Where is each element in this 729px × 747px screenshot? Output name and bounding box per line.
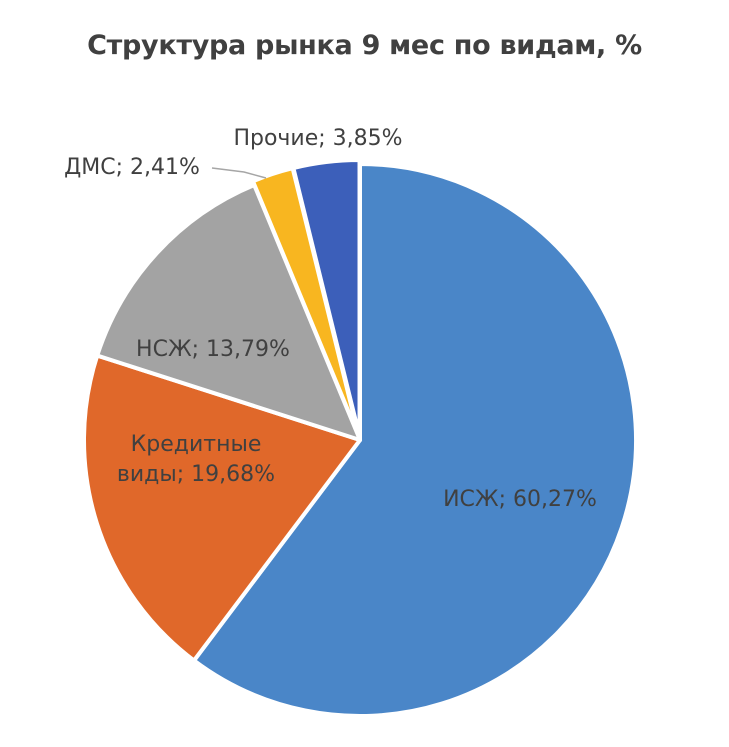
data-label-dms: ДМС; 2,41% (64, 155, 200, 180)
data-labels: ИСЖ; 60,27% Кредитные виды; 19,68% НСЖ; 13,… (64, 126, 597, 512)
data-label-isz: ИСЖ; 60,27% (443, 487, 597, 512)
leader-lines (211, 167, 267, 179)
chart-title: Структура рынка 9 мес по видам, % (87, 30, 642, 61)
data-label-other: Прочие; 3,85% (233, 126, 402, 151)
pie-slice-isz (192, 162, 638, 718)
pie-slice-nsz (95, 183, 362, 442)
leader-line-dms (211, 167, 267, 179)
pie-slice-other (291, 158, 362, 439)
data-label-nsz: НСЖ; 13,79% (136, 337, 290, 362)
pie-slices (82, 158, 638, 718)
data-label-credit: Кредитные виды; 19,68% (117, 432, 275, 487)
pie-slice-credit (82, 353, 362, 663)
